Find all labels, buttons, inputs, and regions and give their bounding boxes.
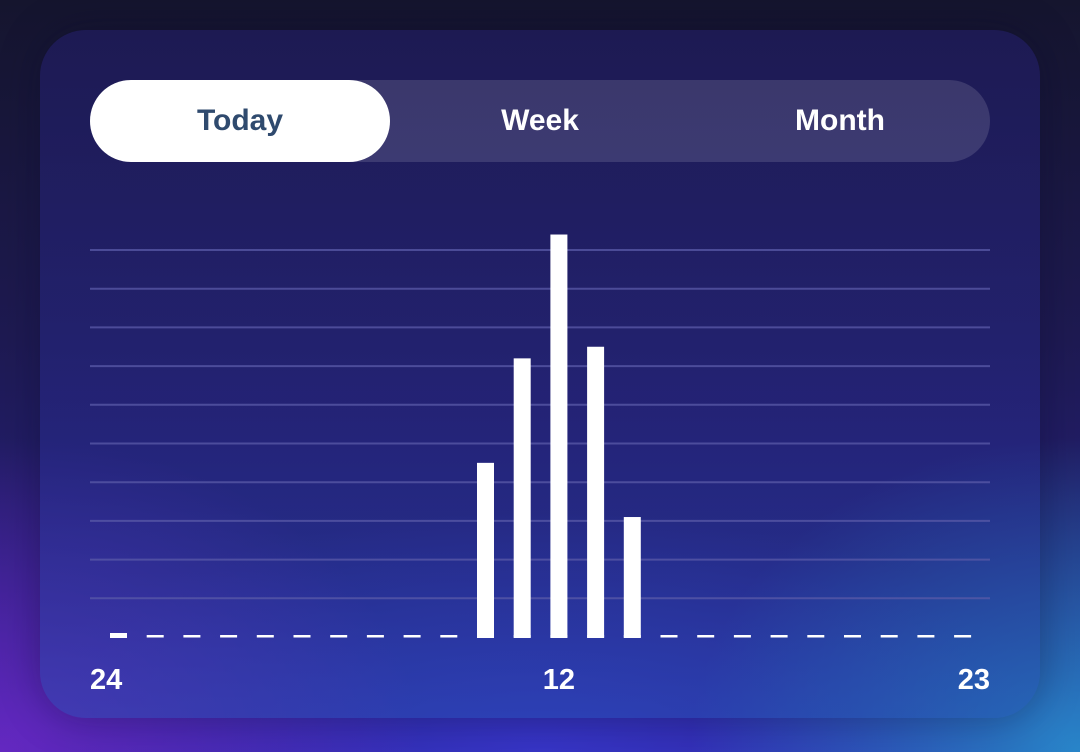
baseline-dash xyxy=(220,635,238,638)
baseline-dash xyxy=(366,635,384,638)
tab-today[interactable]: Today xyxy=(90,80,390,162)
x-tick-label: 24 xyxy=(90,664,122,696)
baseline-dash xyxy=(844,635,861,638)
baseline-dash xyxy=(146,635,164,638)
baseline-dash xyxy=(880,635,898,638)
tab-week[interactable]: Week xyxy=(501,104,579,137)
chart-card: Today Week Month 24 12 23 xyxy=(40,30,1040,718)
baseline-dash xyxy=(660,635,678,638)
tab-month[interactable]: Month xyxy=(795,104,885,137)
bar-hour-13[interactable] xyxy=(587,346,605,638)
baseline xyxy=(110,635,972,638)
bar-hour-14[interactable] xyxy=(623,517,641,638)
baseline-dash xyxy=(697,635,715,638)
gridlines xyxy=(90,249,990,600)
baseline-dash xyxy=(733,635,751,638)
bar-hour-12[interactable] xyxy=(550,234,568,638)
baseline-dash xyxy=(403,635,421,638)
baseline-dash xyxy=(807,635,825,638)
bar-hour-11[interactable] xyxy=(513,358,531,638)
x-tick-label: 23 xyxy=(958,664,990,696)
baseline-dash xyxy=(954,635,972,638)
baseline-dash xyxy=(330,635,348,638)
baseline-dash xyxy=(293,635,311,638)
baseline-dash xyxy=(183,635,201,638)
bars xyxy=(110,234,641,638)
period-tab-bar: Today Week Month xyxy=(90,80,990,162)
baseline-dash xyxy=(917,635,935,638)
baseline-dash xyxy=(256,635,274,638)
bar-hour-24[interactable] xyxy=(110,633,127,638)
hourly-bar-chart: 24 12 23 xyxy=(90,234,990,696)
bar-hour-10[interactable] xyxy=(477,462,494,638)
baseline-dash xyxy=(440,635,458,638)
x-tick-label: 12 xyxy=(543,664,575,696)
x-axis-ticks: 24 12 23 xyxy=(90,664,990,696)
baseline-dash xyxy=(770,635,788,638)
